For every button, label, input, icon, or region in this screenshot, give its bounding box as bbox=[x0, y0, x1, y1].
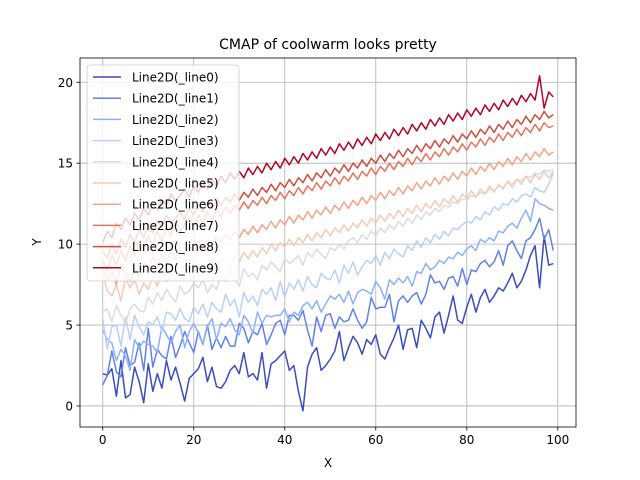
x-tick-label: 80 bbox=[459, 433, 474, 447]
x-tick-label: 0 bbox=[99, 433, 107, 447]
x-tick-label: 40 bbox=[277, 433, 292, 447]
y-tick-label: 10 bbox=[58, 238, 73, 252]
series-line-3 bbox=[102, 172, 554, 351]
legend-label-4: Line2D(_line4) bbox=[132, 155, 219, 169]
legend-label-8: Line2D(_line8) bbox=[132, 240, 219, 254]
x-tick-label: 100 bbox=[546, 433, 569, 447]
series-line-2 bbox=[102, 198, 554, 372]
legend: Line2D(_line0) Line2D(_line1) Line2D(_line… bbox=[86, 64, 240, 282]
y-tick-label: 5 bbox=[65, 319, 73, 333]
chart-title: CMAP of coolwarm looks pretty bbox=[219, 37, 437, 53]
legend-label-3: Line2D(_line3) bbox=[132, 134, 219, 148]
series-line-4 bbox=[102, 168, 554, 325]
legend-label-0: Line2D(_line0) bbox=[132, 71, 219, 85]
series-line-1 bbox=[102, 217, 554, 386]
y-axis-label: Y bbox=[30, 238, 44, 247]
legend-label-6: Line2D(_line6) bbox=[132, 198, 219, 212]
y-tick-label: 20 bbox=[58, 76, 73, 90]
x-tick-label: 20 bbox=[186, 433, 201, 447]
legend-label-1: Line2D(_line1) bbox=[132, 92, 219, 106]
legend-label-7: Line2D(_line7) bbox=[132, 219, 219, 233]
legend-label-2: Line2D(_line2) bbox=[132, 113, 219, 127]
legend-box bbox=[86, 64, 240, 282]
legend-label-5: Line2D(_line5) bbox=[132, 177, 219, 191]
legend-label-9: Line2D(_line9) bbox=[132, 261, 219, 275]
x-tick-label: 60 bbox=[368, 433, 383, 447]
x-axis-label: X bbox=[324, 456, 332, 470]
y-tick-label: 15 bbox=[58, 157, 73, 171]
axes-frame bbox=[79, 57, 577, 428]
y-tick-label: 0 bbox=[65, 399, 73, 413]
series-line-0 bbox=[102, 235, 554, 412]
